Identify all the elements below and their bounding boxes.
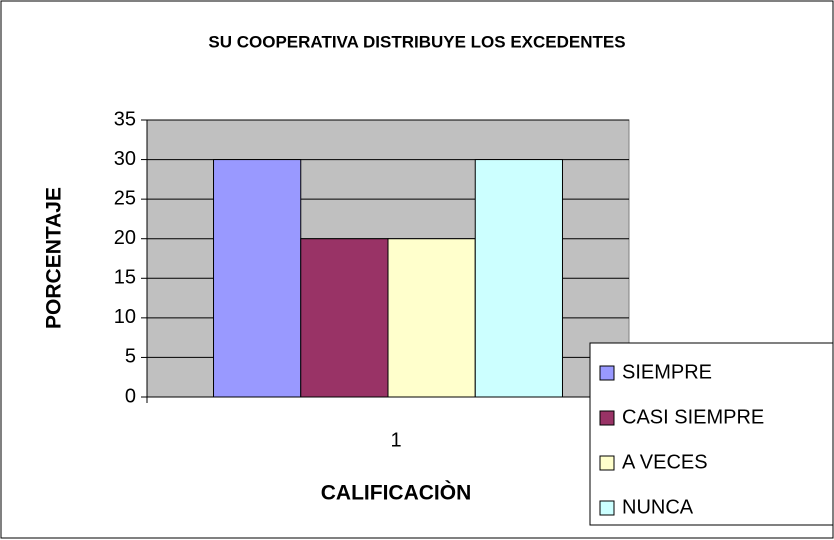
y-tick-label: 10 [114,306,136,328]
bar [474,159,563,398]
y-tick-label: 0 [125,385,136,407]
bar [300,238,389,398]
bar [213,159,302,398]
legend-label: SIEMPRE [622,361,712,383]
y-tick-label: 20 [114,227,136,249]
legend-label: NUNCA [622,496,694,518]
legend-label: A VECES [622,451,708,473]
y-tick-label: 15 [114,267,136,289]
legend-box [589,342,834,526]
bar [387,238,476,398]
chart-title: SU COOPERATIVA DISTRIBUYE LOS EXCEDENTES [208,32,625,51]
x-axis-title: CALIFICACIÒN [321,481,472,505]
legend-swatch [599,365,615,381]
y-tick-label: 25 [114,187,136,209]
y-tick-label: 35 [114,108,136,130]
x-tick-label: 1 [390,429,401,451]
legend-swatch [599,500,615,516]
legend-swatch [599,410,615,426]
legend-swatch [599,455,615,471]
y-tick-label: 5 [125,346,136,368]
y-axis-title: PORCENTAJE [43,187,66,329]
legend-label: CASI SIEMPRE [622,406,764,428]
y-tick-label: 30 [114,148,136,170]
